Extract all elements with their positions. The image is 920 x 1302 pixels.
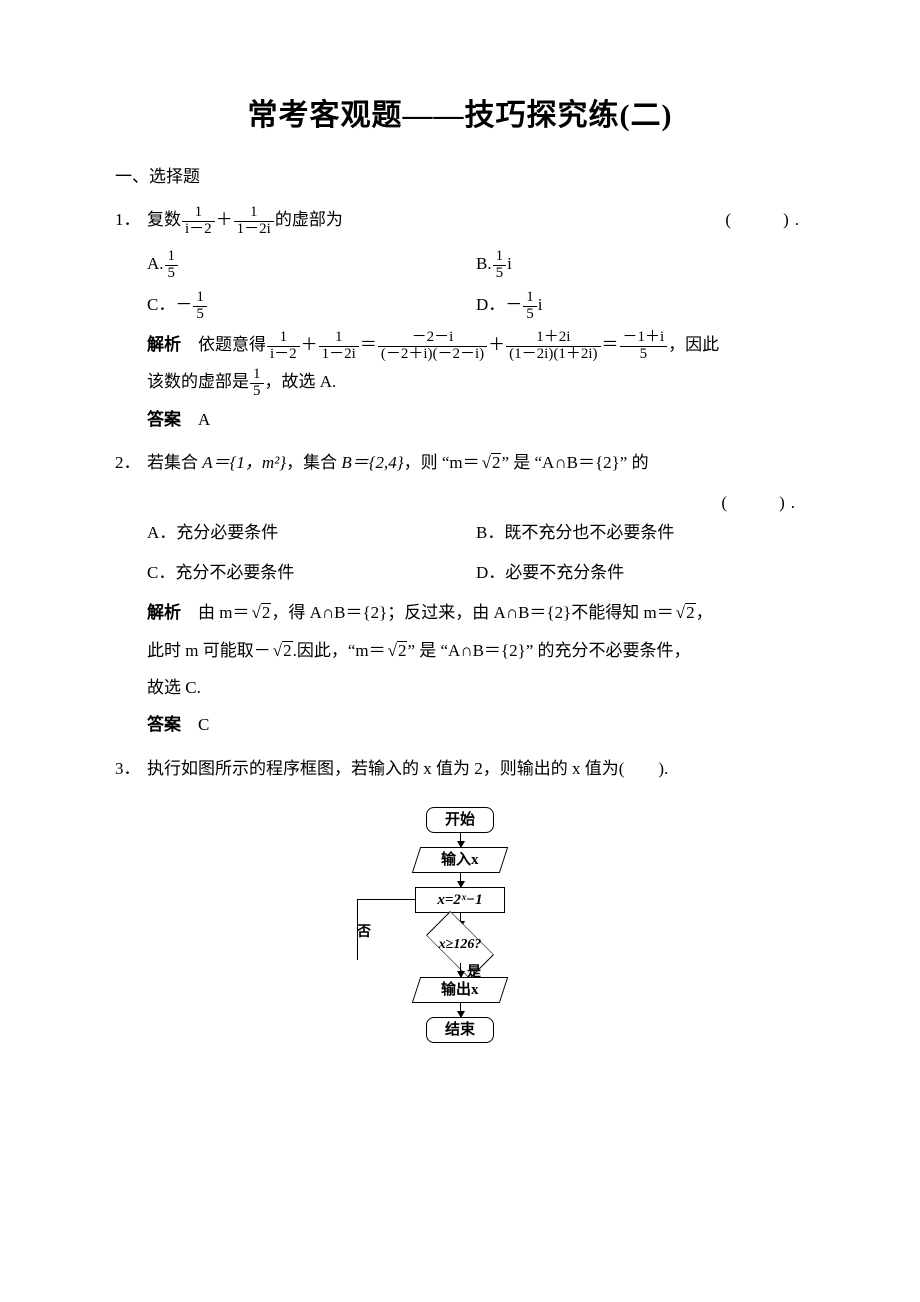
- q2-optD: D．必要不充分条件: [476, 553, 805, 594]
- q1-paren: ( ).: [725, 201, 805, 238]
- flow-arrow: [460, 833, 461, 847]
- q2-optB: B．既不充分也不必要条件: [476, 513, 805, 554]
- q2-number: 2．: [115, 444, 147, 481]
- q1-optD: D．－15i: [476, 285, 805, 326]
- flow-arrow: [460, 873, 461, 887]
- q1-solution: 解析 依题意得1i－2＋11－2i＝－2－i(－2＋i)(－2－i)＋1＋2i(…: [115, 326, 805, 363]
- flow-output: 输出x: [412, 977, 508, 1003]
- q2-paren: ( ).: [115, 488, 805, 513]
- solution-label: 解析: [147, 335, 181, 354]
- q2-solution-line2: 此时 m 可能取－2.因此，“m＝2” 是 “A∩B＝{2}” 的充分不必要条件…: [115, 632, 805, 669]
- q2-setA: A＝{1，m²}: [202, 453, 286, 472]
- flowchart: 开始 输入x x=2ˣ−1 否 x≥126? 是 输出x 结束: [375, 807, 545, 1043]
- q1-stem-pre: 复数: [147, 210, 181, 229]
- q3-stem: 执行如图所示的程序框图，若输入的 x 值为 2，则输出的 x 值为( ).: [147, 750, 805, 787]
- q1-stem-line: 1． 复数1i－2＋11－2i的虚部为 ( ).: [115, 201, 805, 238]
- q2-solution-line3: 故选 C.: [115, 669, 805, 706]
- flow-process: x=2ˣ−1: [415, 887, 505, 913]
- q2-setB: B＝{2,4}: [341, 453, 403, 472]
- page-title: 常考客观题——技巧探究练(二): [115, 90, 805, 134]
- q2-optA: A．充分必要条件: [147, 513, 476, 554]
- q1-frac2: 11－2i: [234, 205, 274, 238]
- q2-stem-line: 2． 若集合 A＝{1，m²}，集合 B＝{2,4}，则 “m＝2” 是 “A∩…: [115, 444, 805, 481]
- q3-stem-line: 3． 执行如图所示的程序框图，若输入的 x 值为 2，则输出的 x 值为( ).: [115, 750, 805, 787]
- q1-stem: 复数1i－2＋11－2i的虚部为 ( ).: [147, 201, 805, 238]
- q1-optC: C．－15: [147, 285, 476, 326]
- flow-arrow: [460, 963, 461, 977]
- q1-frac1: 1i－2: [182, 205, 215, 238]
- q2-options: A．充分必要条件 B．既不充分也不必要条件 C．充分不必要条件 D．必要不充分条…: [115, 513, 805, 595]
- q1-options: A.15 B.15i C．－15 D．－15i: [115, 244, 805, 326]
- q1-optA: A.15: [147, 244, 476, 285]
- sqrt2: 2: [480, 444, 502, 481]
- q1-optB: B.15i: [476, 244, 805, 285]
- page: 常考客观题——技巧探究练(二) 一、选择题 1． 复数1i－2＋11－2i的虚部…: [0, 0, 920, 1302]
- q1-stem-post: 的虚部为: [275, 210, 343, 229]
- q2-optC: C．充分不必要条件: [147, 553, 476, 594]
- q2-solution-line1: 解析 由 m＝2，得 A∩B＝{2}；反过来，由 A∩B＝{2}不能得知 m＝2…: [115, 594, 805, 631]
- q1-solution-line2: 该数的虚部是15，故选 A.: [115, 363, 805, 400]
- flow-start: 开始: [426, 807, 494, 833]
- section-heading: 一、选择题: [115, 162, 805, 187]
- flow-arrow: [460, 1003, 461, 1017]
- flow-input: 输入x: [412, 847, 508, 873]
- solution-label: 解析: [147, 603, 181, 622]
- q1-plus: ＋: [216, 210, 233, 229]
- q3-number: 3．: [115, 750, 147, 787]
- flow-end: 结束: [426, 1017, 494, 1043]
- q2-stem: 若集合 A＝{1，m²}，集合 B＝{2,4}，则 “m＝2” 是 “A∩B＝{…: [147, 444, 805, 481]
- flow-decision: x≥126?: [410, 927, 510, 963]
- q1-answer: 答案 A: [115, 401, 805, 438]
- q1-number: 1．: [115, 201, 147, 238]
- flow-no-label: 否: [357, 921, 371, 941]
- answer-label: 答案: [147, 715, 181, 734]
- answer-label: 答案: [147, 410, 181, 429]
- q2-answer: 答案 C: [115, 706, 805, 743]
